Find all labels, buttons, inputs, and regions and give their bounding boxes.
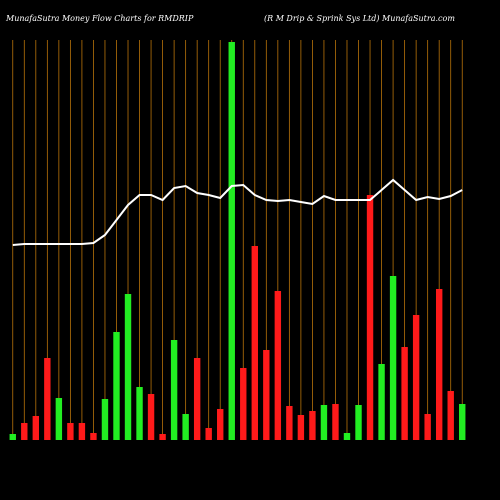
bar <box>240 368 247 440</box>
bar <box>389 276 397 440</box>
bar <box>274 291 282 440</box>
bar <box>228 42 235 440</box>
bar <box>182 414 189 440</box>
bar <box>251 246 258 440</box>
bar <box>113 332 120 440</box>
bar <box>297 415 305 440</box>
bar <box>263 350 270 440</box>
bar <box>401 347 408 440</box>
bar <box>44 358 51 440</box>
bar <box>366 195 374 440</box>
bar <box>9 434 16 440</box>
chart-title: MunafaSutra Money Flow Charts for RMDRIP <box>5 14 194 23</box>
bar <box>424 414 431 440</box>
bar <box>309 411 316 440</box>
bar <box>90 433 97 440</box>
bar <box>217 409 224 440</box>
bar <box>343 433 351 440</box>
bar <box>193 358 201 440</box>
bar <box>159 434 166 440</box>
bar <box>447 391 454 440</box>
bar <box>55 398 63 440</box>
bar <box>101 399 109 440</box>
bar <box>355 405 362 440</box>
bar <box>286 406 293 440</box>
bar <box>136 387 143 440</box>
bar <box>147 394 155 440</box>
bar <box>332 404 339 440</box>
bar <box>32 416 40 440</box>
chart-subtitle: (R M Drip & Sprink Sys Ltd) MunafaSutra.… <box>264 14 455 23</box>
bar <box>205 428 212 440</box>
money-flow-line <box>12 178 463 246</box>
bar <box>435 289 443 440</box>
bar <box>78 423 86 440</box>
bar <box>378 364 385 440</box>
bar <box>320 405 328 440</box>
bar <box>67 423 74 440</box>
bar <box>412 315 420 440</box>
bar <box>459 404 466 440</box>
bar <box>170 340 178 440</box>
bar <box>21 423 28 440</box>
bar <box>124 294 132 440</box>
